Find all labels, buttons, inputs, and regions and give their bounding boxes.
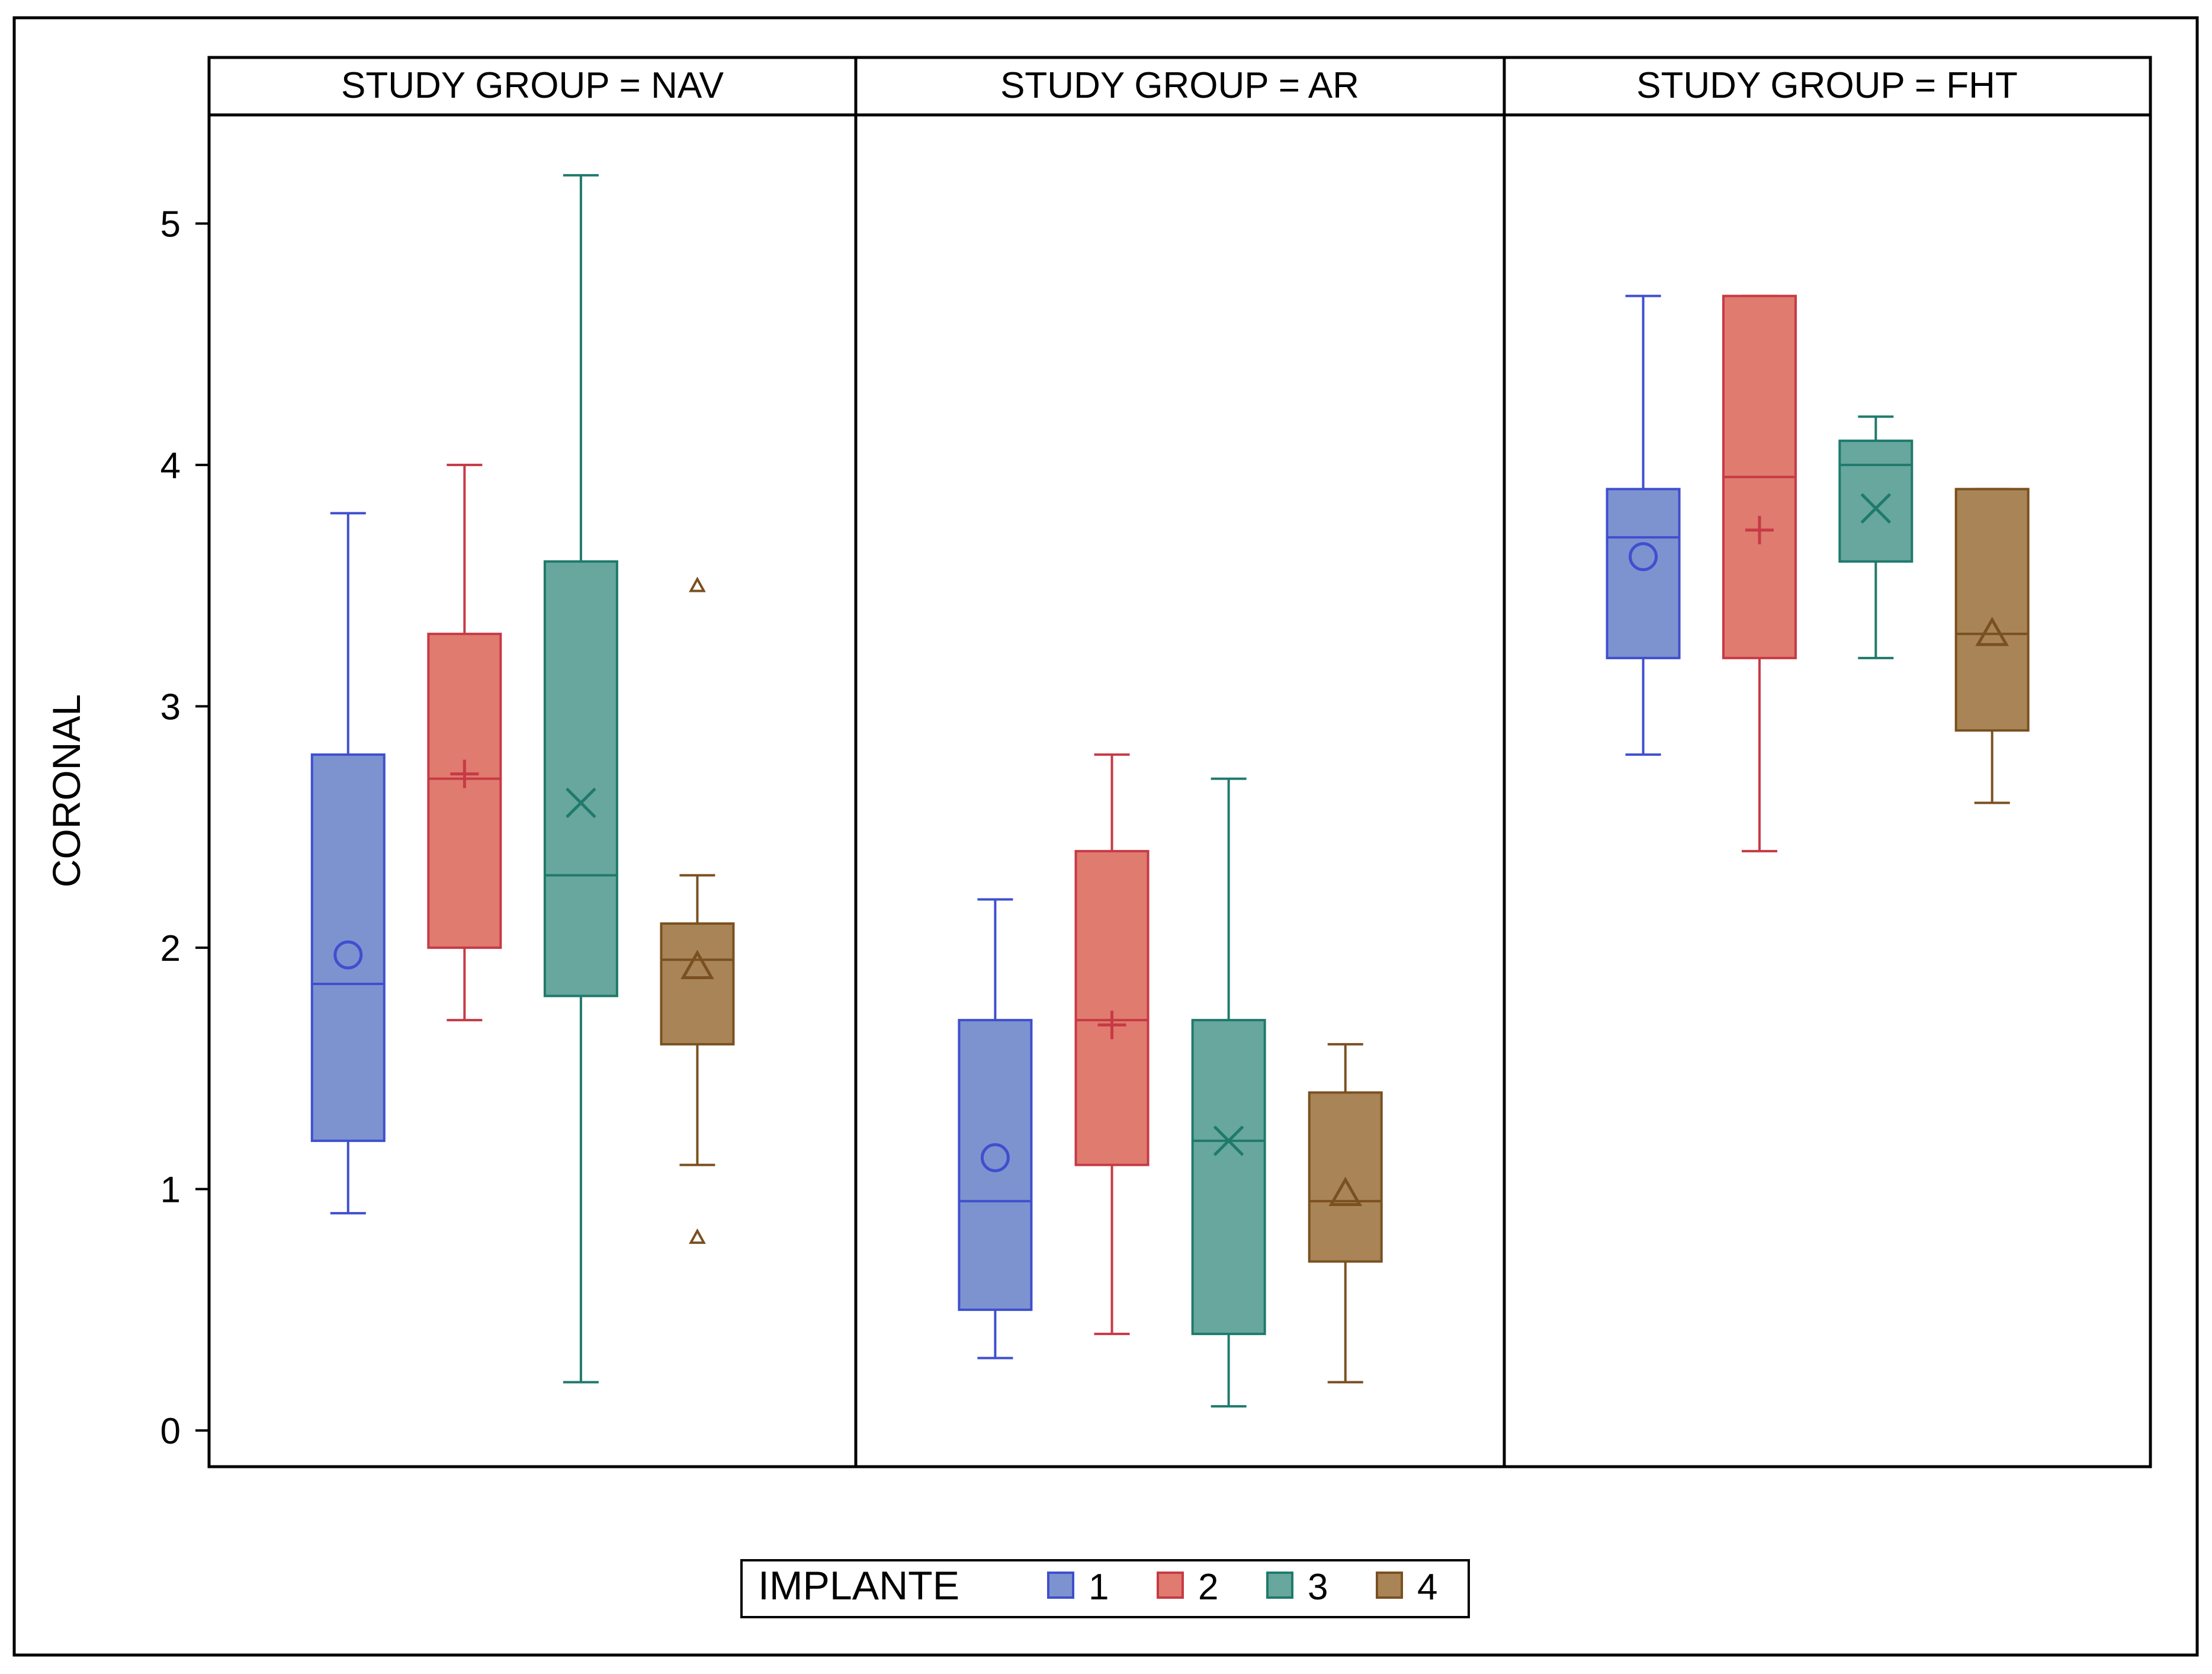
legend-swatch-4: [1376, 1572, 1403, 1599]
legend-title: IMPLANTE: [758, 1563, 959, 1608]
box-group-p1-implante-1: [310, 512, 386, 1215]
mean-marker-x: [1860, 493, 1892, 524]
box-group-p3-implante-3: [1838, 415, 1914, 659]
plot-marks: [310, 174, 2030, 1408]
panel-frame-ar: [854, 113, 1506, 1468]
y-tick-label-3: 3: [160, 687, 181, 727]
box-group-p3-implante-1: [1606, 294, 1681, 756]
box-iqr: [310, 753, 386, 1142]
box-iqr: [1191, 1019, 1266, 1335]
mean-marker-plus: [450, 759, 479, 788]
legend: IMPLANTE 1 2 3 4: [740, 1559, 1470, 1618]
panel-title-ar: STUDY GROUP = AR: [1000, 65, 1359, 106]
box-iqr: [1606, 488, 1681, 659]
legend-swatch-1: [1047, 1572, 1074, 1599]
legend-label-4: 4: [1417, 1567, 1437, 1608]
box-iqr: [958, 1019, 1033, 1311]
y-tick-label-4: 4: [160, 445, 181, 486]
box-iqr: [1954, 488, 2030, 732]
box-iqr: [660, 922, 735, 1046]
box-group-p2-implante-2: [1074, 753, 1150, 1335]
panel-title-fht: STUDY GROUP = FHT: [1636, 65, 2018, 106]
legend-label-3: 3: [1308, 1567, 1328, 1608]
outlier-marker-1: [689, 1228, 706, 1244]
box-iqr: [543, 560, 618, 998]
y-tick-label-5: 5: [160, 204, 181, 245]
mean-marker-x: [566, 787, 596, 819]
panel-3-boxes: [1606, 294, 2030, 852]
box-group-p1-implante-2: [427, 463, 502, 1022]
y-axis-label: CORONAL: [44, 694, 88, 887]
panel-2-boxes: [958, 753, 1383, 1408]
mean-marker-triangle: [1328, 1176, 1363, 1207]
y-axis: 0 1 2 3 4 5: [160, 204, 209, 1452]
outer-frame: [12, 16, 2199, 1657]
box-iqr: [1838, 440, 1914, 563]
panel-headers: STUDY GROUP = NAV STUDY GROUP = AR STUDY…: [207, 56, 2152, 117]
box-iqr: [427, 633, 502, 949]
panel-frame-nav: [207, 113, 858, 1468]
panel-header-box-nav: [207, 56, 858, 117]
y-tick-label-0: 0: [160, 1411, 181, 1452]
box-group-p1-implante-4: [660, 576, 735, 1244]
box-group-p3-implante-4: [1954, 488, 2030, 804]
legend-label-1: 1: [1089, 1567, 1109, 1608]
mean-marker-plus: [1745, 515, 1774, 544]
legend-label-2: 2: [1198, 1567, 1218, 1608]
box-group-p2-implante-1: [958, 898, 1033, 1359]
panel-header-box-ar: [854, 56, 1506, 117]
panel-1-boxes: [310, 174, 735, 1384]
box-iqr: [1074, 849, 1150, 1166]
box-group-p3-implante-2: [1722, 294, 1797, 852]
y-tick-label-2: 2: [160, 928, 181, 969]
mean-marker-circle: [1629, 542, 1658, 572]
mean-marker-triangle: [1975, 617, 2009, 646]
legend-entries: 1 2 3 4: [1047, 1567, 1437, 1608]
mean-marker-plus: [1097, 1011, 1126, 1040]
panel-frame-fht: [1503, 113, 2152, 1468]
legend-frame: [740, 1559, 1470, 1618]
mean-marker-circle: [980, 1143, 1010, 1172]
mean-marker-x: [1213, 1125, 1244, 1156]
panel-title-nav: STUDY GROUP = NAV: [341, 65, 724, 106]
box-group-p2-implante-3: [1191, 777, 1266, 1408]
box-group-p1-implante-3: [543, 174, 618, 1384]
legend-swatch-2: [1157, 1572, 1184, 1599]
outlier-marker-0: [689, 576, 706, 592]
y-tick-label-1: 1: [160, 1169, 181, 1210]
box-group-p2-implante-4: [1308, 1043, 1383, 1384]
mean-marker-circle: [333, 940, 363, 970]
legend-swatch-3: [1266, 1572, 1293, 1599]
mean-marker-triangle: [680, 950, 714, 979]
